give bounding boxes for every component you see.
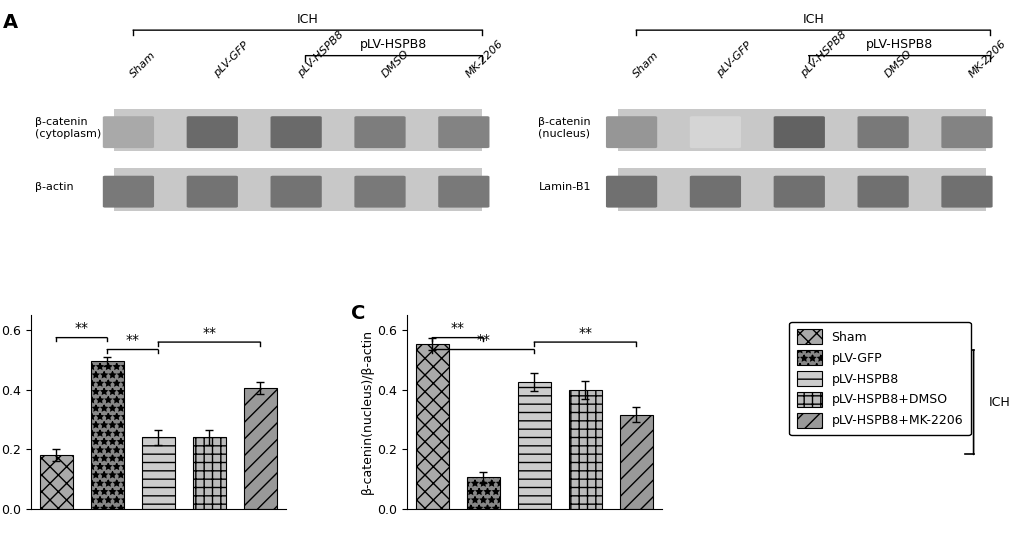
- Bar: [114, 109, 482, 151]
- Text: **: **: [74, 321, 89, 335]
- FancyBboxPatch shape: [270, 176, 321, 208]
- Bar: [142, 437, 174, 509]
- Text: **: **: [202, 326, 216, 340]
- Bar: [616, 168, 984, 211]
- FancyBboxPatch shape: [354, 116, 406, 148]
- Text: pLV-HSPB8: pLV-HSPB8: [296, 29, 345, 79]
- Text: ICH: ICH: [987, 396, 1010, 409]
- Text: DMSO: DMSO: [380, 48, 411, 79]
- Text: MK-2206: MK-2206: [464, 38, 504, 79]
- Bar: [616, 109, 984, 151]
- Text: DMSO: DMSO: [882, 48, 913, 79]
- FancyBboxPatch shape: [772, 116, 824, 148]
- Bar: [244, 388, 276, 509]
- Bar: [114, 168, 482, 211]
- FancyBboxPatch shape: [605, 116, 656, 148]
- FancyBboxPatch shape: [941, 116, 991, 148]
- Bar: [40, 455, 72, 509]
- FancyBboxPatch shape: [857, 176, 908, 208]
- Text: **: **: [125, 333, 140, 347]
- Bar: [193, 437, 225, 509]
- Text: **: **: [476, 333, 490, 347]
- FancyBboxPatch shape: [689, 176, 741, 208]
- FancyBboxPatch shape: [186, 116, 237, 148]
- Bar: [467, 477, 499, 509]
- FancyBboxPatch shape: [103, 116, 154, 148]
- FancyBboxPatch shape: [605, 176, 656, 208]
- Bar: [91, 361, 123, 509]
- Text: pLV-HSPB8: pLV-HSPB8: [799, 29, 848, 79]
- Bar: [620, 415, 652, 509]
- Bar: [569, 390, 601, 509]
- FancyBboxPatch shape: [438, 176, 489, 208]
- Legend: Sham, pLV-GFP, pLV-HSPB8, pLV-HSPB8+DMSO, pLV-HSPB8+MK-2206: Sham, pLV-GFP, pLV-HSPB8, pLV-HSPB8+DMSO…: [789, 321, 970, 436]
- Text: β-actin: β-actin: [36, 182, 73, 193]
- Text: C: C: [351, 304, 365, 323]
- FancyBboxPatch shape: [941, 176, 991, 208]
- FancyBboxPatch shape: [354, 176, 406, 208]
- Text: Lamin-B1: Lamin-B1: [538, 182, 590, 193]
- FancyBboxPatch shape: [438, 116, 489, 148]
- Text: pLV-HSPB8: pLV-HSPB8: [360, 38, 427, 51]
- FancyBboxPatch shape: [689, 116, 741, 148]
- FancyBboxPatch shape: [857, 116, 908, 148]
- Text: pLV-GFP: pLV-GFP: [714, 40, 754, 79]
- Text: Sham: Sham: [128, 49, 158, 79]
- FancyBboxPatch shape: [103, 176, 154, 208]
- Bar: [517, 382, 550, 509]
- Y-axis label: β-catenin(nucleus)/β-actin: β-catenin(nucleus)/β-actin: [361, 329, 374, 494]
- FancyBboxPatch shape: [186, 176, 237, 208]
- Text: pLV-HSPB8: pLV-HSPB8: [865, 38, 932, 51]
- Text: β-catenin
(cytoplasm): β-catenin (cytoplasm): [36, 117, 102, 138]
- Text: ICH: ICH: [802, 13, 823, 26]
- Text: pLV-GFP: pLV-GFP: [212, 40, 251, 79]
- Text: β-catenin
(nucleus): β-catenin (nucleus): [538, 117, 590, 138]
- Text: Sham: Sham: [631, 49, 660, 79]
- Text: ICH: ICH: [297, 13, 318, 26]
- Text: MK-2206: MK-2206: [966, 38, 1007, 79]
- Text: **: **: [578, 326, 592, 340]
- FancyBboxPatch shape: [772, 176, 824, 208]
- Bar: [416, 344, 448, 509]
- FancyBboxPatch shape: [270, 116, 321, 148]
- Text: A: A: [3, 13, 17, 32]
- Text: **: **: [450, 321, 465, 335]
